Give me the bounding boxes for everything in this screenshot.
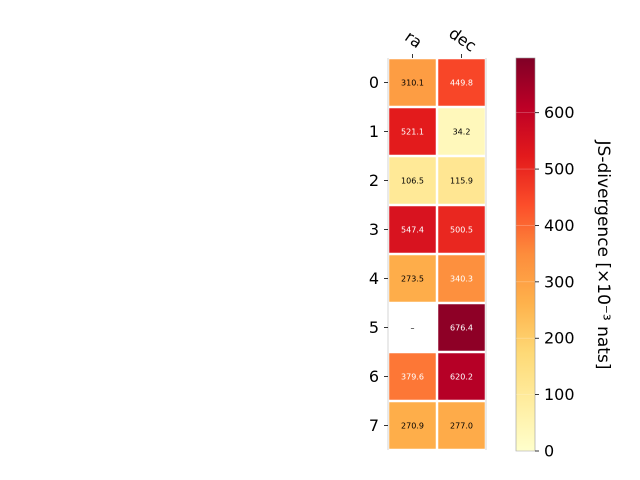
cell-value-label: –	[411, 324, 415, 333]
cell-value-label: 310.1	[401, 79, 424, 88]
cell-value-label: 270.9	[401, 422, 424, 431]
heatmap-cell-5-dec	[438, 304, 485, 351]
colorbar: 0 100 200 300 400 500 600 JS-divergence [×10⁻³…	[515, 57, 613, 461]
colorbar-gradient	[515, 57, 536, 452]
heatmap-cell-2-ra	[389, 157, 436, 204]
column-label-dec: dec	[445, 23, 479, 55]
cell-value-label: 676.4	[450, 324, 473, 333]
row-label-7: 7	[369, 416, 379, 435]
heatmap-cell-0-ra	[389, 59, 436, 106]
row-label-4: 4	[369, 269, 379, 288]
heatmap-cell-2-dec	[438, 157, 485, 204]
heatmap-cell-4-dec	[438, 255, 485, 302]
colorbar-label: JS-divergence [×10⁻³ nats]	[593, 140, 613, 370]
cell-value-label: 547.4	[401, 226, 424, 235]
cell-value-label: 340.3	[450, 275, 473, 284]
colorbar-tick-label: 300	[544, 272, 575, 291]
colorbar-tick-label: 100	[544, 385, 575, 404]
row-label-1: 1	[369, 122, 379, 141]
heatmap-cell-6-ra	[389, 353, 436, 400]
cell-value-label: 500.5	[450, 226, 473, 235]
cell-value-label: 449.8	[450, 79, 473, 88]
colorbar-tick-label: 400	[544, 216, 575, 235]
row-label-5: 5	[369, 318, 379, 337]
row-label-0: 0	[369, 73, 379, 92]
heatmap-cell-0-dec	[438, 59, 485, 106]
heatmap-cell-6-dec	[438, 353, 485, 400]
cell-value-label: 379.6	[401, 373, 424, 382]
colorbar-tick-label: 600	[544, 103, 575, 122]
colorbar-tick-label: 500	[544, 160, 575, 179]
row-label-6: 6	[369, 367, 379, 386]
cell-value-label: 115.9	[450, 177, 473, 186]
cell-value-label: 521.1	[401, 128, 424, 137]
cell-value-label: 106.5	[401, 177, 424, 186]
heatmap-grid: 310.1 449.8 521.1 34.2 106.5 115.9 547.4 500.5 2…	[369, 23, 487, 450]
heatmap-cell-4-ra	[389, 255, 436, 302]
column-label-ra: ra	[401, 27, 425, 52]
heatmap-cell-7-ra	[389, 402, 436, 449]
heatmap-cell-7-dec	[438, 402, 485, 449]
colorbar-tick-label: 0	[544, 442, 554, 461]
heatmap-cell-3-dec	[438, 206, 485, 253]
row-label-2: 2	[369, 171, 379, 190]
heatmap-cell-3-ra	[389, 206, 436, 253]
cell-value-label: 620.2	[450, 373, 473, 382]
heatmap-cell-1-ra	[389, 108, 436, 155]
cell-value-label: 273.5	[401, 275, 424, 284]
cell-value-label: 277.0	[450, 422, 473, 431]
cell-value-label: 34.2	[453, 128, 471, 137]
heatmap-cell-1-dec	[438, 108, 485, 155]
row-label-3: 3	[369, 220, 379, 239]
colorbar-tick-label: 200	[544, 329, 575, 348]
